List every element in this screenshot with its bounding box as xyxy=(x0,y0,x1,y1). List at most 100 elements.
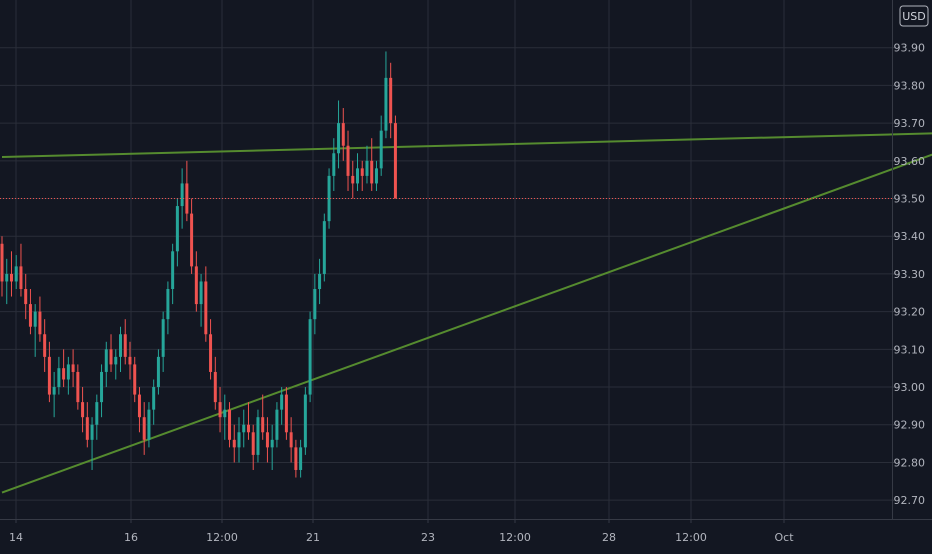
candle-body xyxy=(175,206,179,252)
candle-down xyxy=(289,417,293,463)
candle-up xyxy=(14,255,18,290)
currency-label: USD xyxy=(902,10,926,23)
y-tick-label: 93.30 xyxy=(894,268,926,281)
candle-up xyxy=(223,394,227,440)
candle-body xyxy=(133,364,137,395)
y-tick-label: 93.70 xyxy=(894,117,926,130)
y-tick-label: 93.50 xyxy=(894,193,926,206)
candle-up xyxy=(147,402,151,448)
candle-body xyxy=(242,424,246,433)
candle-body xyxy=(265,432,269,448)
candles xyxy=(0,51,397,478)
candle-up xyxy=(156,349,160,395)
candle-down xyxy=(265,417,269,463)
candle-body xyxy=(85,417,89,440)
candle-up xyxy=(90,417,94,470)
candle-body xyxy=(270,439,274,448)
x-tick-label: Oct xyxy=(774,531,794,544)
candle-body xyxy=(280,394,284,410)
candle-down xyxy=(142,402,146,455)
candle-down xyxy=(190,198,194,274)
candle-up xyxy=(327,168,331,229)
candle-body xyxy=(137,394,141,418)
candle-down xyxy=(28,289,32,335)
candle-body xyxy=(256,417,260,455)
candle-body xyxy=(299,447,303,470)
y-tick-label: 93.90 xyxy=(894,42,926,55)
candle-body xyxy=(166,289,170,320)
candle-up xyxy=(166,281,170,335)
candle-up xyxy=(95,394,99,440)
candle-body xyxy=(52,387,56,395)
candle-up xyxy=(337,100,341,169)
candle-down xyxy=(81,387,85,433)
candle-up xyxy=(379,115,383,176)
candle-up xyxy=(161,311,165,372)
candle-down xyxy=(24,273,28,320)
candle-body xyxy=(341,123,345,146)
candle-down xyxy=(228,402,232,448)
trendlines[interactable] xyxy=(1,97,932,494)
candle-down xyxy=(294,439,298,478)
candle-down xyxy=(137,387,141,433)
candle-body xyxy=(393,123,397,199)
candle-body xyxy=(119,334,122,357)
y-tick-label: 92.70 xyxy=(894,494,926,507)
candle-body xyxy=(114,356,118,365)
candle-body xyxy=(5,273,9,282)
candle-body xyxy=(313,289,317,320)
candle-body xyxy=(370,160,374,184)
candle-down xyxy=(341,108,345,161)
candle-body xyxy=(228,409,232,440)
candle-down xyxy=(19,243,23,297)
candle-up xyxy=(256,409,260,463)
candle-body xyxy=(95,402,99,425)
x-tick-label: 12:00 xyxy=(206,531,238,544)
candle-down xyxy=(133,356,137,403)
candle-up xyxy=(104,341,108,388)
candle-down xyxy=(123,319,127,365)
candle-down xyxy=(370,138,374,191)
candle-down xyxy=(204,266,208,342)
x-tick-label: 16 xyxy=(124,531,138,544)
candle-body xyxy=(374,168,378,184)
candle-body xyxy=(47,356,51,395)
candle-down xyxy=(351,160,355,199)
x-tick-label: 14 xyxy=(9,531,23,544)
candle-body xyxy=(76,371,80,403)
candle-down xyxy=(213,356,217,410)
candle-up xyxy=(365,145,369,184)
trendline[interactable] xyxy=(1,97,932,159)
candle-body xyxy=(62,368,66,380)
candle-body xyxy=(100,371,104,403)
trendline[interactable] xyxy=(1,134,932,494)
candle-body xyxy=(66,364,70,380)
candle-up xyxy=(57,356,61,395)
candle-body xyxy=(346,145,350,176)
y-tick-label: 92.80 xyxy=(894,456,926,469)
candle-up xyxy=(33,304,37,357)
candle-body xyxy=(351,175,355,184)
candle-body xyxy=(190,213,194,267)
candle-body xyxy=(71,364,75,372)
currency-badge[interactable]: USD xyxy=(899,5,929,27)
x-tick-label: 28 xyxy=(602,531,616,544)
candle-body xyxy=(28,304,32,327)
candle-body xyxy=(209,334,213,372)
candle-body xyxy=(171,251,175,290)
candle-down xyxy=(389,62,393,139)
candle-up xyxy=(152,379,156,425)
candle-body xyxy=(327,175,331,222)
candle-body xyxy=(104,349,108,372)
candle-up xyxy=(114,349,118,380)
candle-body xyxy=(337,123,341,154)
candle-body xyxy=(109,349,113,365)
candle-body xyxy=(275,409,279,440)
candle-down xyxy=(9,251,13,297)
candle-body xyxy=(379,130,383,169)
candle-down xyxy=(38,296,42,342)
candle-body xyxy=(308,319,312,395)
candle-down xyxy=(218,387,222,433)
